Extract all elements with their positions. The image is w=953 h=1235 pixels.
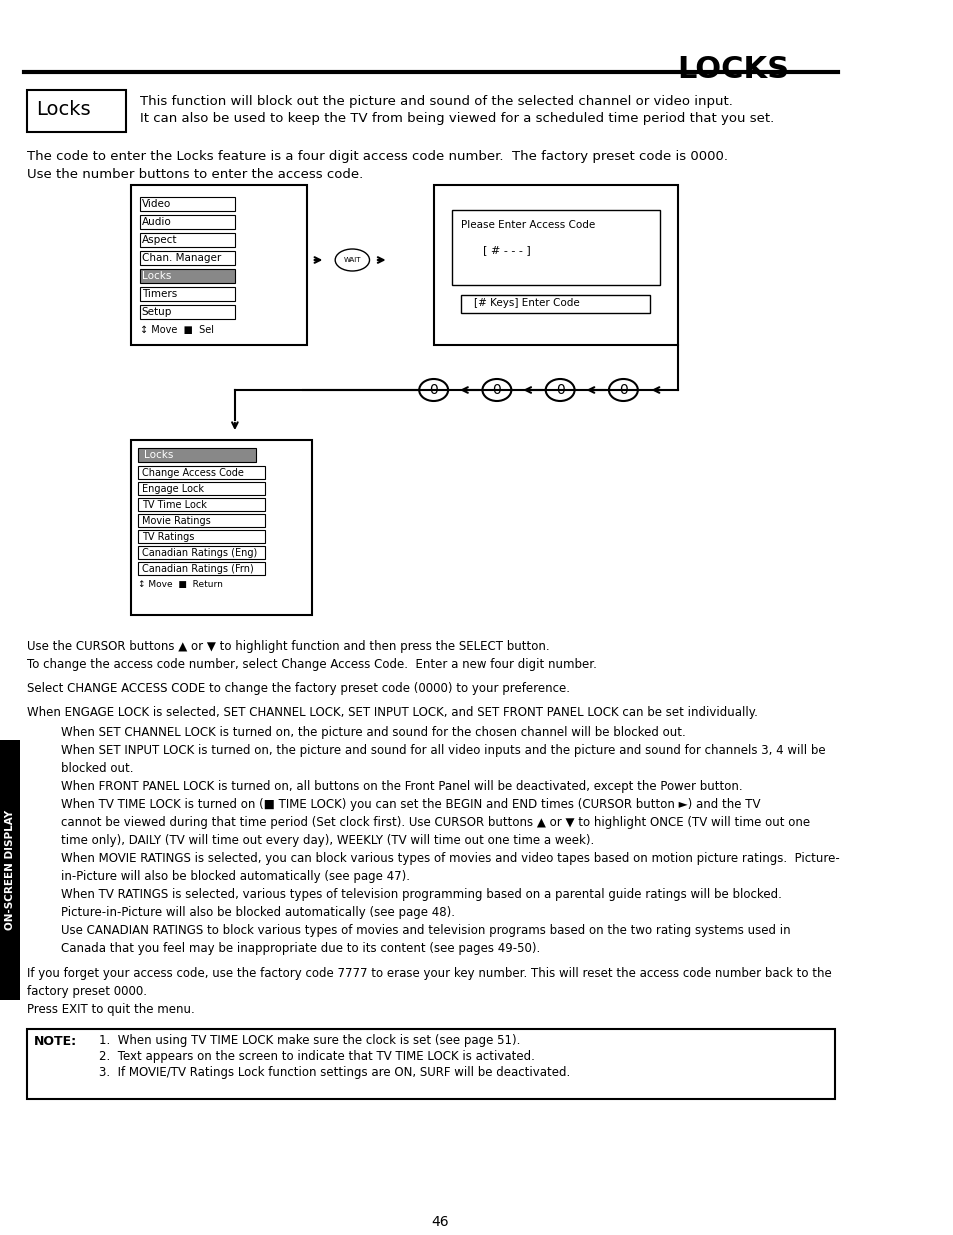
Bar: [452, 210, 659, 285]
Ellipse shape: [608, 379, 638, 401]
Text: 3.  If MOVIE/TV Ratings Lock function settings are ON, SURF will be deactivated.: 3. If MOVIE/TV Ratings Lock function set…: [99, 1066, 570, 1079]
Text: Use CANADIAN RATINGS to block various types of movies and television programs ba: Use CANADIAN RATINGS to block various ty…: [61, 924, 790, 937]
Text: Change Access Code: Change Access Code: [142, 468, 243, 478]
Bar: [27, 90, 127, 132]
Ellipse shape: [418, 379, 448, 401]
Text: 0: 0: [492, 383, 500, 396]
Text: The code to enter the Locks feature is a four digit access code number.  The fac: The code to enter the Locks feature is a…: [27, 149, 727, 163]
Text: When SET CHANNEL LOCK is turned on, the picture and sound for the chosen channel: When SET CHANNEL LOCK is turned on, the …: [61, 726, 685, 739]
Bar: [0, 740, 20, 1000]
Text: When SET INPUT LOCK is turned on, the picture and sound for all video inputs and: When SET INPUT LOCK is turned on, the pi…: [61, 743, 825, 757]
Text: TV Time Lock: TV Time Lock: [142, 500, 207, 510]
Text: ON-SCREEN DISPLAY: ON-SCREEN DISPLAY: [5, 810, 15, 930]
Bar: [138, 498, 264, 511]
Bar: [140, 251, 234, 266]
Text: When MOVIE RATINGS is selected, you can block various types of movies and video : When MOVIE RATINGS is selected, you can …: [61, 852, 840, 864]
Text: Movie Ratings: Movie Ratings: [142, 516, 211, 526]
Text: If you forget your access code, use the factory code 7777 to erase your key numb: If you forget your access code, use the …: [27, 967, 831, 981]
Text: [# Keys] Enter Code: [# Keys] Enter Code: [474, 298, 579, 308]
Text: 0: 0: [429, 383, 437, 396]
Text: 2.  Text appears on the screen to indicate that TV TIME LOCK is activated.: 2. Text appears on the screen to indicat…: [99, 1050, 535, 1063]
Text: Canadian Ratings (Eng): Canadian Ratings (Eng): [142, 548, 256, 558]
Text: When TV RATINGS is selected, various types of television programming based on a : When TV RATINGS is selected, various typ…: [61, 888, 781, 902]
Text: Please Enter Access Code: Please Enter Access Code: [460, 220, 595, 230]
Text: cannot be viewed during that time period (Set clock first). Use CURSOR buttons ▲: cannot be viewed during that time period…: [61, 816, 810, 829]
Bar: [140, 305, 234, 319]
Bar: [138, 530, 264, 543]
Text: 46: 46: [431, 1215, 448, 1229]
Text: [ # - - - ]: [ # - - - ]: [483, 245, 531, 254]
Text: TV Ratings: TV Ratings: [142, 532, 194, 542]
Bar: [460, 295, 650, 312]
Bar: [131, 440, 312, 615]
Text: When TV TIME LOCK is turned on (■ TIME LOCK) you can set the BEGIN and END times: When TV TIME LOCK is turned on (■ TIME L…: [61, 798, 760, 811]
Bar: [140, 287, 234, 301]
Text: Use the CURSOR buttons ▲ or ▼ to highlight function and then press the SELECT bu: Use the CURSOR buttons ▲ or ▼ to highlig…: [27, 640, 549, 653]
Text: 0: 0: [556, 383, 564, 396]
Text: To change the access code number, select Change Access Code.  Enter a new four d: To change the access code number, select…: [27, 658, 597, 671]
Text: in-Picture will also be blocked automatically (see page 47).: in-Picture will also be blocked automati…: [61, 869, 410, 883]
Text: Aspect: Aspect: [142, 235, 177, 245]
Text: time only), DAILY (TV will time out every day), WEEKLY (TV will time out one tim: time only), DAILY (TV will time out ever…: [61, 834, 594, 847]
Text: Use the number buttons to enter the access code.: Use the number buttons to enter the acce…: [27, 168, 363, 182]
Text: Locks: Locks: [36, 100, 91, 119]
Bar: [140, 269, 234, 283]
Bar: [138, 546, 264, 559]
Text: NOTE:: NOTE:: [34, 1035, 77, 1049]
Bar: [140, 215, 234, 228]
Text: ↕ Move  ■  Return: ↕ Move ■ Return: [138, 580, 223, 589]
Bar: [131, 185, 307, 345]
Text: Canadian Ratings (Frn): Canadian Ratings (Frn): [142, 564, 253, 574]
Text: Press EXIT to quit the menu.: Press EXIT to quit the menu.: [27, 1003, 194, 1016]
Text: Video: Video: [142, 199, 171, 209]
Text: Chan. Manager: Chan. Manager: [142, 253, 221, 263]
Bar: [138, 562, 264, 576]
Text: ►: ►: [257, 452, 263, 458]
Bar: [138, 448, 255, 462]
Text: It can also be used to keep the TV from being viewed for a scheduled time period: It can also be used to keep the TV from …: [140, 112, 774, 125]
Text: WAIT: WAIT: [343, 257, 361, 263]
Ellipse shape: [482, 379, 511, 401]
Text: Select CHANGE ACCESS CODE to change the factory preset code (0000) to your prefe: Select CHANGE ACCESS CODE to change the …: [27, 682, 570, 695]
Text: Setup: Setup: [142, 308, 172, 317]
Text: factory preset 0000.: factory preset 0000.: [27, 986, 147, 998]
Bar: [27, 1029, 834, 1099]
Text: This function will block out the picture and sound of the selected channel or vi: This function will block out the picture…: [140, 95, 732, 107]
Text: Engage Lock: Engage Lock: [142, 484, 204, 494]
Text: Picture-in-Picture will also be blocked automatically (see page 48).: Picture-in-Picture will also be blocked …: [61, 906, 455, 919]
Bar: [140, 233, 234, 247]
Ellipse shape: [545, 379, 574, 401]
Ellipse shape: [335, 249, 369, 270]
Text: 0: 0: [618, 383, 627, 396]
Text: Canada that you feel may be inappropriate due to its content (see pages 49-50).: Canada that you feel may be inappropriat…: [61, 942, 540, 955]
Text: Audio: Audio: [142, 217, 172, 227]
Bar: [138, 482, 264, 495]
Bar: [434, 185, 677, 345]
Text: LOCKS: LOCKS: [677, 56, 789, 84]
Text: 1.  When using TV TIME LOCK make sure the clock is set (see page 51).: 1. When using TV TIME LOCK make sure the…: [99, 1034, 520, 1047]
Bar: [140, 198, 234, 211]
Text: When ENGAGE LOCK is selected, SET CHANNEL LOCK, SET INPUT LOCK, and SET FRONT PA: When ENGAGE LOCK is selected, SET CHANNE…: [27, 706, 758, 719]
Text: Locks: Locks: [144, 450, 172, 459]
Text: ↕ Move  ■  Sel: ↕ Move ■ Sel: [140, 325, 213, 335]
Bar: [138, 514, 264, 527]
Text: Timers: Timers: [142, 289, 177, 299]
Text: When FRONT PANEL LOCK is turned on, all buttons on the Front Panel will be deact: When FRONT PANEL LOCK is turned on, all …: [61, 781, 742, 793]
Bar: [138, 466, 264, 479]
Text: blocked out.: blocked out.: [61, 762, 133, 776]
Text: Locks: Locks: [142, 270, 171, 282]
